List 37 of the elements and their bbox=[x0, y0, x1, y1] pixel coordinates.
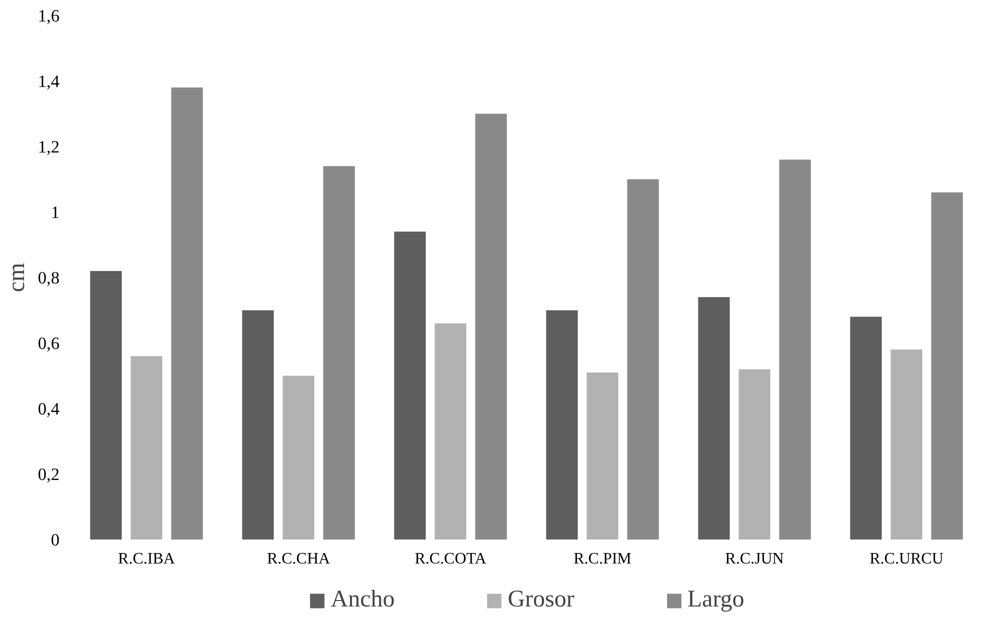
bar bbox=[130, 356, 162, 540]
y-tick-label: 1,4 bbox=[38, 72, 60, 91]
bar bbox=[586, 372, 618, 540]
bar bbox=[890, 350, 922, 540]
y-tick-label: 1 bbox=[50, 203, 60, 222]
y-axis-title: cm bbox=[4, 262, 30, 292]
bar bbox=[546, 310, 578, 540]
y-tick-label: 1,2 bbox=[38, 138, 60, 156]
bar bbox=[242, 310, 274, 540]
bar bbox=[475, 114, 507, 540]
x-tick-label: R.C.URCU bbox=[870, 550, 944, 568]
bar bbox=[627, 179, 659, 540]
x-tick-label: R.C.CHA bbox=[266, 550, 331, 568]
bar bbox=[931, 192, 963, 540]
bar bbox=[850, 316, 882, 540]
y-tick-label: 0,4 bbox=[38, 400, 60, 418]
bar bbox=[282, 376, 314, 540]
legend-label: Largo bbox=[687, 586, 744, 614]
y-tick-label: 0,2 bbox=[38, 465, 60, 484]
y-tick-label: 1,6 bbox=[38, 6, 60, 26]
x-tick-label: R.C.JUN bbox=[725, 550, 784, 568]
bar bbox=[434, 323, 466, 540]
bar bbox=[394, 232, 426, 540]
x-tick-label: R.C.PIM bbox=[574, 550, 632, 568]
x-tick-label: R.C.IBA bbox=[118, 550, 176, 568]
legend-label: Ancho bbox=[330, 586, 395, 614]
x-tick-label: R.C.COTA bbox=[414, 550, 487, 568]
y-tick-label: 0 bbox=[50, 530, 60, 550]
bar bbox=[323, 166, 355, 540]
bar bbox=[90, 270, 122, 540]
legend-label: Grosor bbox=[508, 586, 574, 614]
y-tick-label: 0,8 bbox=[38, 268, 60, 288]
bar bbox=[779, 160, 811, 540]
bar bbox=[738, 369, 770, 540]
y-tick-label: 0,6 bbox=[38, 334, 60, 353]
bar bbox=[698, 297, 730, 540]
bar bbox=[171, 88, 203, 540]
